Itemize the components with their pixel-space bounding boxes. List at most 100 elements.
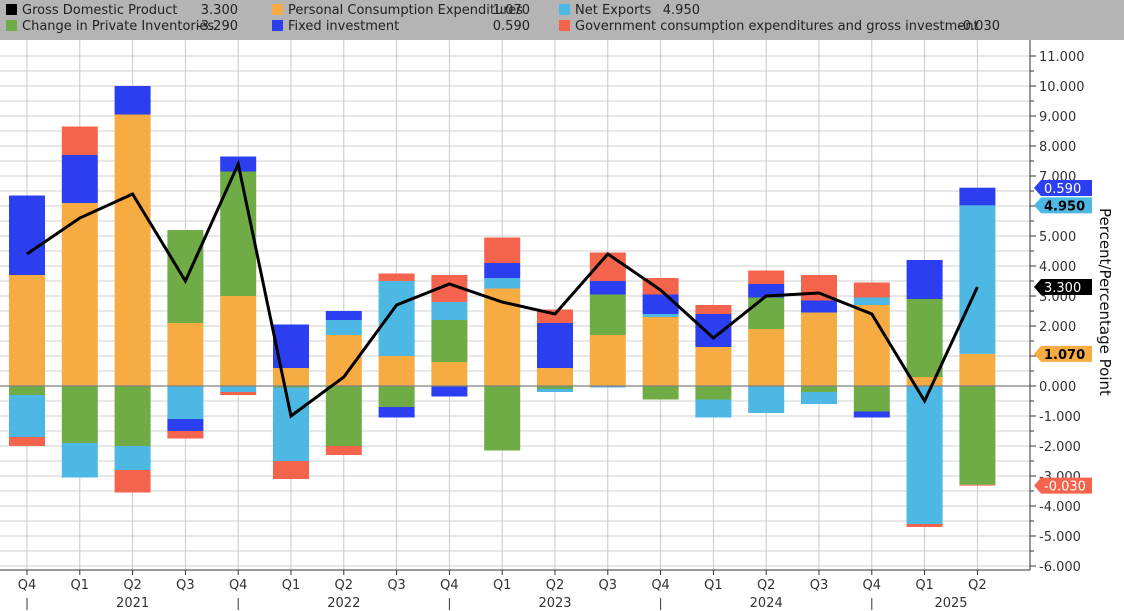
value-tag-bg	[1034, 197, 1092, 214]
bar-segment-inv	[431, 320, 468, 362]
bar-segment-pce	[9, 275, 45, 386]
bar-segment-gov	[61, 126, 98, 155]
bar-segment-inv	[167, 230, 204, 323]
bar-segment-netexp	[273, 387, 309, 461]
legend-label: Fixed investment	[288, 19, 400, 34]
y-tick-label: -1.000	[1039, 410, 1081, 425]
bar-segment-inv	[484, 386, 521, 451]
x-year-label: 2021	[116, 596, 149, 611]
legend-item-gdp: Gross Domestic Product	[6, 3, 178, 19]
bar-segment-fixed	[378, 407, 415, 418]
bar-segment-fixed	[167, 419, 204, 431]
y-tick-label: 8.000	[1039, 140, 1076, 155]
x-tick-label: Q2	[335, 578, 354, 593]
bar-segment-fixed	[9, 195, 45, 275]
value-tag-text: 0.590	[1044, 182, 1081, 197]
bar-segment-fixed	[484, 263, 521, 278]
legend-label: Personal Consumption Expenditures	[288, 3, 524, 18]
bar-segment-fixed	[959, 187, 996, 206]
bar-segment-fixed	[431, 386, 468, 397]
value-tag-text: 3.300	[1044, 281, 1081, 296]
bar-segment-gov	[9, 437, 45, 446]
x-tick-label: Q3	[176, 578, 195, 593]
x-tick-label: Q2	[757, 578, 776, 593]
x-year-label: 2022	[327, 596, 360, 611]
bar-segment-gov	[378, 273, 415, 281]
value-tag-gov: -0.030	[1034, 477, 1092, 495]
bar-segment-inv	[801, 386, 837, 392]
x-year-label: 2023	[538, 596, 571, 611]
legend-value-fixed: 0.590	[492, 19, 530, 34]
legend-value-pce: 1.070	[492, 3, 530, 18]
bar-segment-pce	[167, 323, 204, 386]
value-tag-text: 1.070	[1044, 348, 1085, 363]
x-tick-label: Q4	[229, 578, 248, 593]
bar-segment-inv	[642, 386, 679, 400]
value-tag-bg	[1034, 180, 1092, 196]
x-tick-label: Q3	[387, 578, 406, 593]
legend-swatch	[6, 20, 17, 31]
x-tick-label: Q4	[651, 578, 670, 593]
legend-swatch	[559, 20, 570, 31]
bar-segment-pce	[906, 377, 943, 386]
bar-segment-pce	[61, 203, 98, 386]
bar-segment-fixed	[61, 155, 98, 203]
bar-segment-inv	[61, 386, 98, 443]
bar-segment-netexp	[853, 297, 890, 305]
y-tick-label: -5.000	[1039, 530, 1081, 545]
bar-segment-pce	[853, 305, 890, 386]
bar-segment-inv	[114, 386, 151, 446]
last-value-tags: 0.590 4.950 3.300 1.070 -0.030	[1034, 180, 1092, 495]
bar-segment-netexp	[801, 392, 837, 404]
value-tag-bg	[1034, 345, 1092, 362]
bar-segment-fixed	[695, 314, 732, 347]
bar-segment-pce	[589, 335, 626, 386]
bar-segment-netexp	[695, 399, 732, 418]
bar-segment-netexp	[61, 443, 98, 478]
x-tick-label: Q3	[810, 578, 829, 593]
bar-segment-netexp	[642, 314, 679, 317]
bar-segment-inv	[378, 386, 415, 407]
bar-segment-pce	[695, 347, 732, 386]
bar-segment-gov	[906, 524, 943, 527]
legend-item-pce: Personal Consumption Expenditures	[272, 3, 523, 19]
gdp-line	[26, 159, 979, 419]
bar-segment-fixed	[853, 411, 890, 418]
bar-segment-netexp	[325, 320, 362, 335]
y-axis: 11.00010.0009.0008.0007.0006.0005.0004.0…	[1029, 40, 1085, 575]
legend-value-netexp: 4.950	[662, 3, 700, 18]
x-tick-label: Q4	[863, 578, 882, 593]
legend-item-gov: Government consumption expenditures and …	[559, 19, 979, 35]
y-tick-label: 10.000	[1039, 80, 1085, 95]
bar-segment-fixed	[325, 311, 362, 320]
bar-segment-pce	[642, 317, 679, 386]
bar-segment-fixed	[114, 86, 151, 115]
x-axis: Q4 Q1 Q2 Q3 Q4 Q1 Q2 Q3 Q4 Q1 Q2 Q3 Q4 Q1 Q2 Q3 Q4 Q1 Q220…	[0, 569, 1030, 611]
bar-segment-gov	[220, 392, 257, 395]
bar-segment-pce	[114, 114, 151, 386]
legend-label: Net Exports	[575, 3, 652, 18]
legend-swatch	[6, 4, 17, 15]
bar-segment-fixed	[906, 260, 943, 299]
bar-segment-netexp	[959, 205, 996, 354]
x-tick-label: Q1	[493, 578, 512, 593]
y-tick-label: 9.000	[1039, 110, 1076, 125]
y-tick-label: 2.000	[1039, 320, 1076, 335]
bar-segment-netexp	[748, 386, 785, 413]
legend-label: Government consumption expenditures and …	[575, 19, 979, 34]
value-tag-pce: 1.070	[1034, 345, 1092, 363]
legend-label: Change in Private Inventories	[22, 19, 215, 34]
bar-segment-pce	[378, 356, 415, 386]
x-tick-label: Q4	[18, 578, 37, 593]
legend-item-inv: Change in Private Inventories	[6, 19, 214, 35]
bar-segment-inv	[537, 386, 573, 389]
legend-value-gov: -0.030	[958, 19, 1000, 34]
y-tick-label: 0.000	[1039, 380, 1076, 395]
bar-segment-gov	[853, 282, 890, 298]
legend-swatch	[272, 20, 283, 31]
bar-segment-pce	[801, 312, 837, 386]
x-tick-label: Q1	[915, 578, 934, 593]
x-year-label: 2025	[934, 596, 967, 611]
y-tick-label: 5.000	[1039, 230, 1076, 245]
bar-segment-pce	[959, 353, 996, 386]
